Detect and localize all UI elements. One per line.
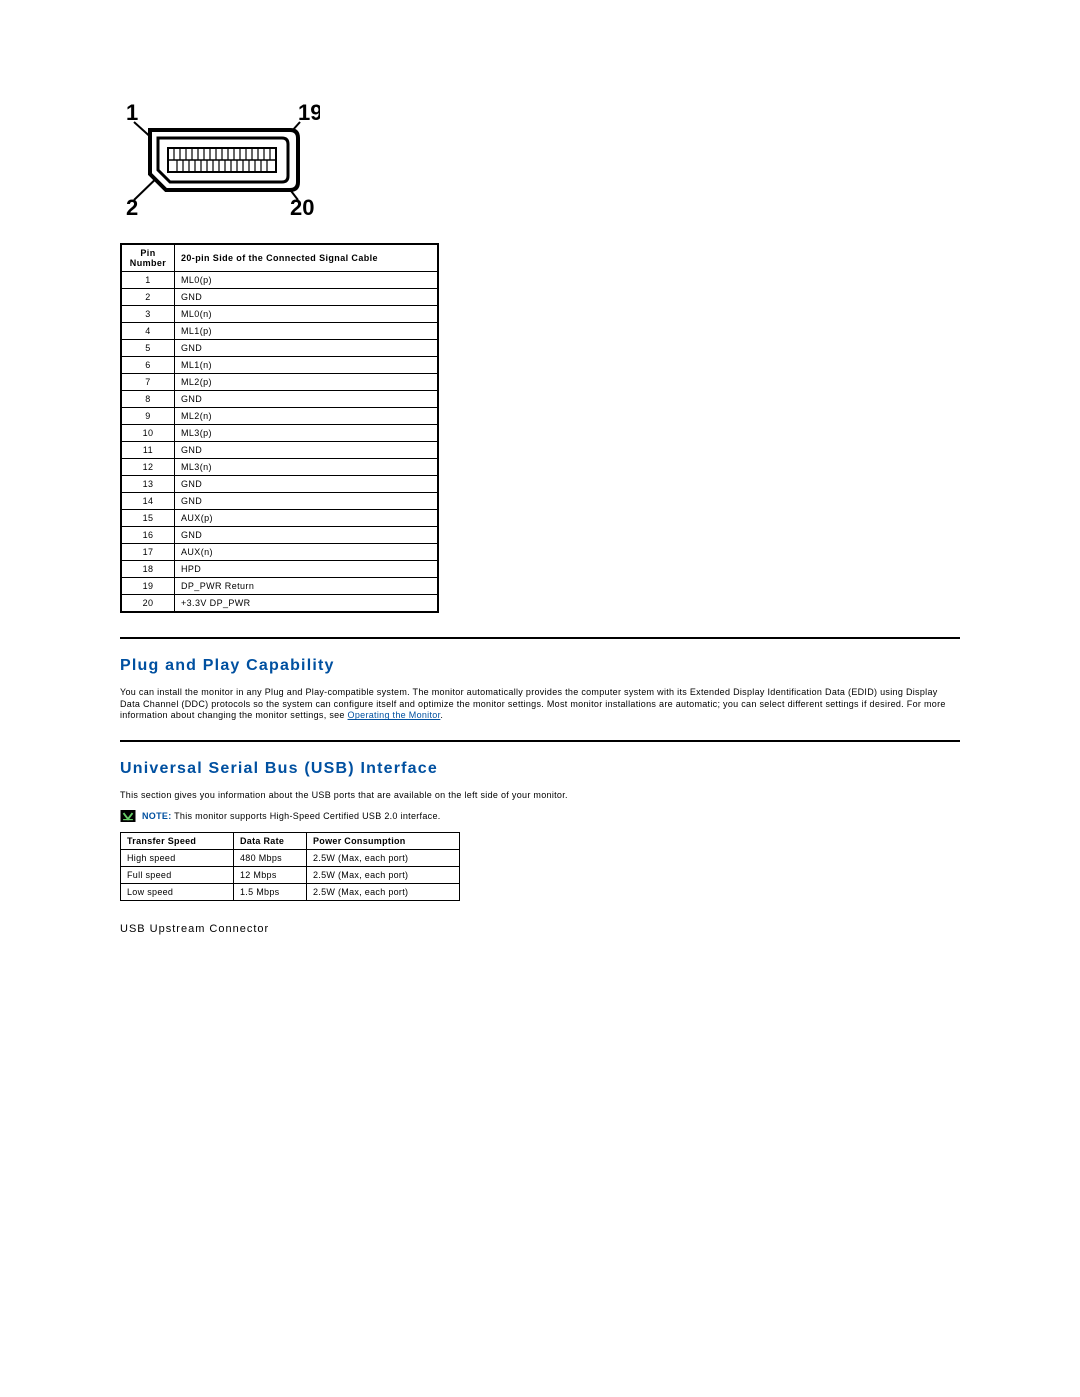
pin-signal-cell: ML1(p) — [175, 323, 439, 340]
pin-number-cell: 3 — [121, 306, 175, 323]
pin-number-cell: 17 — [121, 544, 175, 561]
pin-signal-cell: ML1(n) — [175, 357, 439, 374]
table-row: 12ML3(n) — [121, 459, 438, 476]
table-row: 6ML1(n) — [121, 357, 438, 374]
pin-number-cell: 15 — [121, 510, 175, 527]
operating-the-monitor-link[interactable]: Operating the Monitor — [348, 710, 441, 720]
usb-intro: This section gives you information about… — [120, 790, 960, 802]
pin-number-cell: 16 — [121, 527, 175, 544]
section-divider — [120, 637, 960, 639]
note-body: This monitor supports High-Speed Certifi… — [172, 811, 441, 821]
usb-cell: 2.5W (Max, each port) — [307, 866, 460, 883]
pin-signal-cell: AUX(n) — [175, 544, 439, 561]
pin-signal-cell: GND — [175, 527, 439, 544]
pin-signal-cell: ML0(n) — [175, 306, 439, 323]
pin-number-cell: 9 — [121, 408, 175, 425]
pin-number-cell: 6 — [121, 357, 175, 374]
pin-header-signal: 20-pin Side of the Connected Signal Cabl… — [175, 244, 439, 272]
table-row: 2GND — [121, 289, 438, 306]
pin-signal-cell: ML3(p) — [175, 425, 439, 442]
pin-signal-cell: GND — [175, 493, 439, 510]
table-row: 1ML0(p) — [121, 272, 438, 289]
pin-label-19: 19 — [298, 100, 320, 125]
pin-signal-cell: ML3(n) — [175, 459, 439, 476]
table-row: 20+3.3V DP_PWR — [121, 595, 438, 613]
pin-label-1: 1 — [126, 100, 138, 125]
pin-signal-cell: GND — [175, 476, 439, 493]
pin-number-cell: 8 — [121, 391, 175, 408]
pin-signal-cell: GND — [175, 340, 439, 357]
section-divider — [120, 740, 960, 742]
usb-cell: Full speed — [121, 866, 234, 883]
pin-number-cell: 11 — [121, 442, 175, 459]
note-icon — [120, 810, 136, 822]
usb-cell: Low speed — [121, 883, 234, 900]
pin-number-cell: 1 — [121, 272, 175, 289]
pin-signal-cell: GND — [175, 391, 439, 408]
pin-signal-cell: AUX(p) — [175, 510, 439, 527]
displayport-connector-diagram: 1 19 2 20 — [120, 100, 960, 225]
table-row: 17AUX(n) — [121, 544, 438, 561]
pin-number-cell: 19 — [121, 578, 175, 595]
pin-number-cell: 12 — [121, 459, 175, 476]
pin-number-cell: 5 — [121, 340, 175, 357]
pnb-text-post: . — [440, 710, 443, 720]
pin-signal-cell: ML2(p) — [175, 374, 439, 391]
pin-number-cell: 7 — [121, 374, 175, 391]
table-row: 8GND — [121, 391, 438, 408]
table-row: 5GND — [121, 340, 438, 357]
pin-number-cell: 4 — [121, 323, 175, 340]
section-title-plug-and-play: Plug and Play Capability — [120, 657, 960, 675]
table-row: 19DP_PWR Return — [121, 578, 438, 595]
usb-cell: 12 Mbps — [234, 866, 307, 883]
table-row: 11GND — [121, 442, 438, 459]
pin-number-cell: 20 — [121, 595, 175, 613]
note-text: NOTE: This monitor supports High-Speed C… — [142, 811, 441, 821]
usb-cell: 1.5 Mbps — [234, 883, 307, 900]
table-row: High speed480 Mbps2.5W (Max, each port) — [121, 849, 460, 866]
usb-upstream-connector-heading: USB Upstream Connector — [120, 923, 960, 935]
pin-number-cell: 10 — [121, 425, 175, 442]
usb-header-speed: Transfer Speed — [121, 832, 234, 849]
table-row: Low speed1.5 Mbps2.5W (Max, each port) — [121, 883, 460, 900]
pin-number-cell: 13 — [121, 476, 175, 493]
usb-cell: 2.5W (Max, each port) — [307, 849, 460, 866]
usb-header-power: Power Consumption — [307, 832, 460, 849]
pin-label-20: 20 — [290, 195, 314, 220]
pin-signal-cell: GND — [175, 442, 439, 459]
usb-cell: 480 Mbps — [234, 849, 307, 866]
table-row: 14GND — [121, 493, 438, 510]
table-row: 4ML1(p) — [121, 323, 438, 340]
table-row: 15AUX(p) — [121, 510, 438, 527]
pin-assignment-table: Pin Number 20-pin Side of the Connected … — [120, 243, 439, 613]
pin-signal-cell: ML0(p) — [175, 272, 439, 289]
pin-number-cell: 18 — [121, 561, 175, 578]
pin-number-cell: 2 — [121, 289, 175, 306]
usb-header-rate: Data Rate — [234, 832, 307, 849]
note-label: NOTE: — [142, 811, 172, 821]
table-row: 16GND — [121, 527, 438, 544]
table-row: 9ML2(n) — [121, 408, 438, 425]
table-row: 3ML0(n) — [121, 306, 438, 323]
pin-signal-cell: GND — [175, 289, 439, 306]
pin-signal-cell: +3.3V DP_PWR — [175, 595, 439, 613]
usb-cell: 2.5W (Max, each port) — [307, 883, 460, 900]
page: 1 19 2 20 — [0, 0, 1080, 1003]
table-row: 7ML2(p) — [121, 374, 438, 391]
pin-header-number: Pin Number — [121, 244, 175, 272]
table-row: 10ML3(p) — [121, 425, 438, 442]
pin-signal-cell: DP_PWR Return — [175, 578, 439, 595]
note-row: NOTE: This monitor supports High-Speed C… — [120, 810, 960, 822]
usb-cell: High speed — [121, 849, 234, 866]
pin-number-cell: 14 — [121, 493, 175, 510]
pin-signal-cell: ML2(n) — [175, 408, 439, 425]
table-row: 13GND — [121, 476, 438, 493]
table-row: 18HPD — [121, 561, 438, 578]
section-title-usb: Universal Serial Bus (USB) Interface — [120, 760, 960, 778]
table-row: Full speed12 Mbps2.5W (Max, each port) — [121, 866, 460, 883]
pin-signal-cell: HPD — [175, 561, 439, 578]
usb-speed-table: Transfer Speed Data Rate Power Consumpti… — [120, 832, 460, 901]
pnb-text-pre: You can install the monitor in any Plug … — [120, 687, 946, 720]
plug-and-play-body: You can install the monitor in any Plug … — [120, 687, 960, 722]
